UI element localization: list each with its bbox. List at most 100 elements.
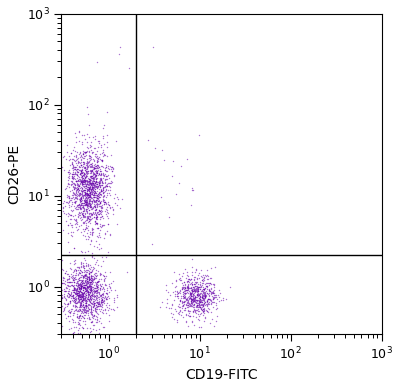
Point [74, 184, 80, 191]
Point [71, 279, 77, 286]
Point [90, 209, 96, 215]
Point [85, 293, 91, 300]
Point [80, 214, 86, 220]
Point [197, 299, 203, 305]
Point [92, 279, 98, 285]
Point [88, 293, 95, 300]
Point [69, 293, 76, 299]
Point [199, 293, 205, 299]
Point [80, 324, 86, 331]
Point [92, 188, 98, 194]
Point [188, 287, 195, 294]
Point [76, 295, 83, 301]
Point [80, 325, 87, 331]
Point [87, 163, 94, 169]
Point [89, 224, 96, 231]
Point [81, 183, 88, 189]
Point [97, 293, 104, 299]
Point [71, 171, 77, 177]
Point [200, 290, 206, 296]
Point [70, 147, 76, 153]
Point [209, 315, 215, 322]
Point [84, 273, 90, 280]
Point [93, 174, 100, 180]
Point [85, 273, 91, 280]
Point [79, 285, 86, 291]
Point [75, 272, 82, 278]
Point [71, 179, 77, 186]
Point [76, 294, 83, 301]
Point [78, 261, 84, 267]
Point [103, 194, 110, 200]
Point [80, 262, 86, 268]
Point [97, 271, 104, 277]
Point [78, 170, 84, 176]
Point [182, 295, 188, 301]
Point [100, 133, 106, 139]
Point [71, 261, 78, 267]
Point [214, 313, 220, 319]
Point [80, 209, 86, 215]
Point [80, 296, 86, 302]
Point [88, 173, 95, 179]
Point [78, 295, 84, 301]
Point [184, 284, 190, 291]
Point [84, 303, 90, 310]
Point [94, 220, 100, 226]
Point [87, 153, 93, 159]
Point [188, 295, 194, 301]
Y-axis label: CD26-PE: CD26-PE [7, 144, 21, 204]
Point [196, 298, 202, 304]
Point [188, 319, 195, 325]
Point [210, 299, 216, 305]
Point [67, 298, 73, 305]
Point [87, 231, 93, 237]
Point [80, 290, 87, 296]
Point [94, 284, 100, 290]
Point [82, 214, 88, 220]
Point [76, 314, 82, 320]
Point [187, 291, 193, 298]
Point [97, 191, 104, 197]
Point [205, 288, 212, 294]
Point [183, 311, 189, 317]
Point [200, 303, 206, 309]
Point [71, 258, 78, 265]
Point [94, 314, 100, 320]
Point [75, 285, 82, 291]
Point [71, 287, 78, 293]
Point [90, 190, 97, 196]
Point [86, 184, 93, 190]
Point [95, 289, 102, 295]
Point [95, 201, 101, 207]
Point [75, 294, 81, 301]
Point [83, 288, 89, 294]
Point [104, 213, 111, 219]
Point [97, 175, 103, 182]
Point [79, 298, 86, 304]
Point [196, 292, 202, 298]
Point [185, 282, 192, 288]
Point [85, 170, 91, 176]
Point [94, 306, 100, 312]
Point [77, 197, 83, 203]
Point [101, 298, 107, 305]
Point [182, 298, 188, 304]
Point [67, 265, 74, 271]
Point [81, 296, 87, 302]
Point [77, 302, 84, 308]
Point [97, 315, 104, 321]
Point [189, 309, 196, 315]
Point [80, 294, 86, 300]
Point [101, 276, 108, 282]
Point [173, 293, 180, 299]
Point [98, 211, 104, 217]
Point [195, 300, 201, 306]
Point [82, 272, 88, 278]
Point [172, 277, 179, 284]
Point [202, 299, 209, 305]
Point [66, 279, 72, 286]
Point [197, 290, 204, 296]
Point [103, 176, 109, 182]
Point [94, 283, 101, 289]
